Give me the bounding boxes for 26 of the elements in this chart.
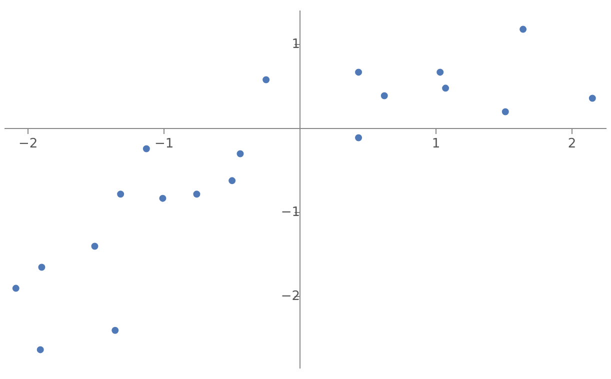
point xyxy=(520,26,527,33)
point xyxy=(262,76,270,84)
point xyxy=(38,264,46,271)
point xyxy=(442,84,450,92)
point xyxy=(91,242,98,250)
point xyxy=(193,190,200,198)
point xyxy=(236,150,244,158)
point xyxy=(228,177,236,184)
x-tick-label: 1 xyxy=(432,136,440,152)
point xyxy=(436,68,444,76)
point xyxy=(117,190,124,198)
point xyxy=(355,68,362,76)
x-tick-label: 2 xyxy=(568,136,576,152)
point xyxy=(355,134,362,142)
x-tick-label: −1 xyxy=(154,136,174,152)
point xyxy=(12,284,20,292)
point xyxy=(159,194,166,202)
point xyxy=(380,92,388,100)
point xyxy=(142,145,150,152)
point xyxy=(112,326,119,334)
x-tick-label: −2 xyxy=(18,136,38,152)
y-tick-label: −2 xyxy=(280,289,300,304)
point xyxy=(502,108,509,116)
point xyxy=(36,346,44,354)
point xyxy=(588,94,596,102)
y-tick-label: −1 xyxy=(280,205,300,220)
